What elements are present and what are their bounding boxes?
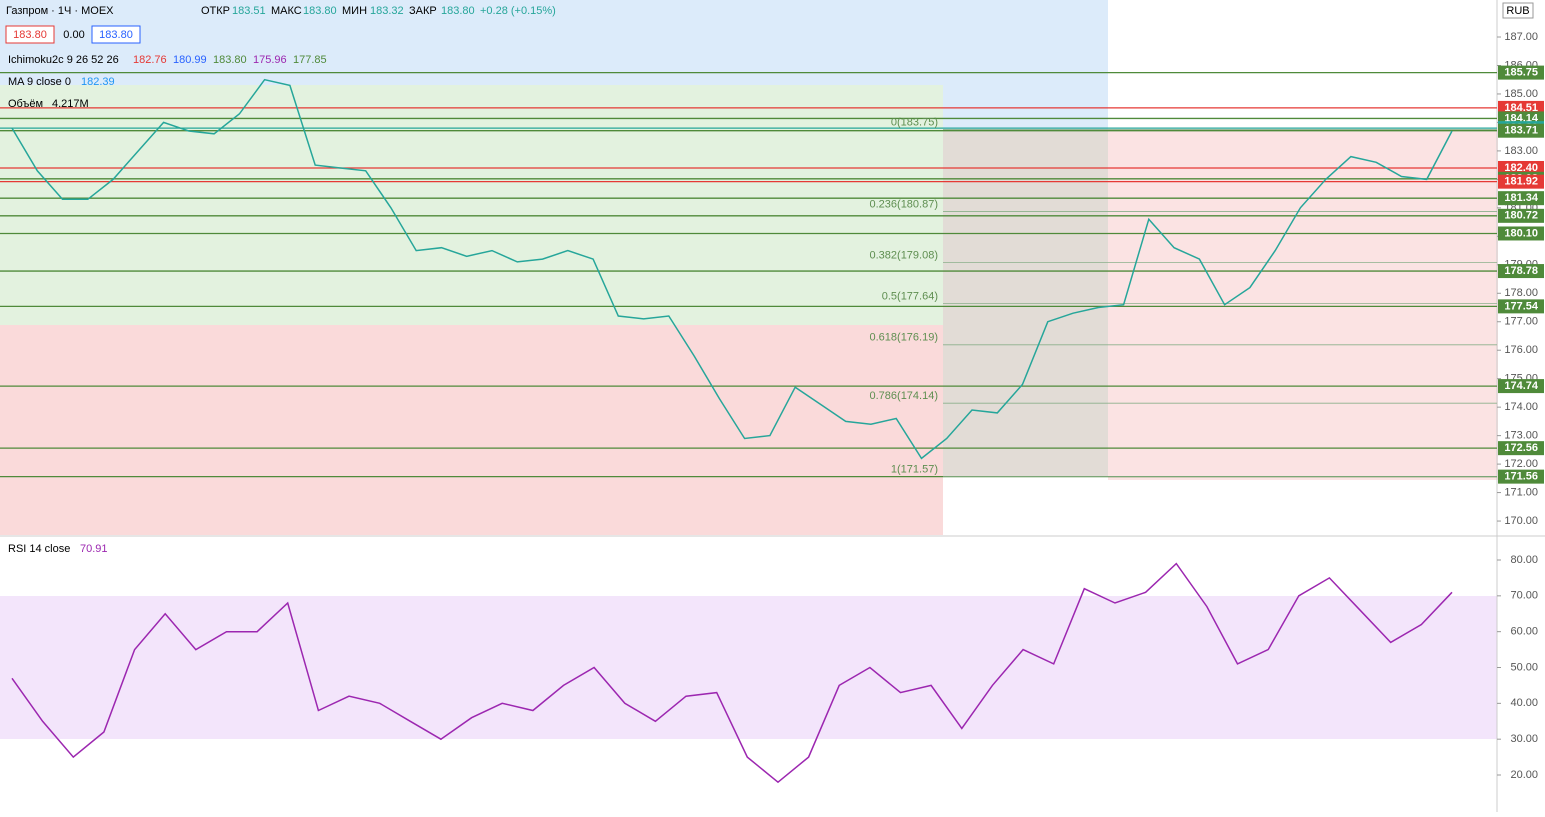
- bid[interactable]: 183.80: [13, 29, 47, 41]
- zone: [0, 85, 943, 325]
- y-tick-label: 172.00: [1504, 458, 1538, 470]
- y-tick-label: 187.00: [1504, 31, 1538, 43]
- level-label: 174.74: [1504, 380, 1539, 392]
- y-tick-label: 170.00: [1504, 515, 1538, 527]
- fib-label: 0(183.75): [891, 116, 938, 128]
- level-label: 181.34: [1504, 192, 1539, 204]
- fib-label: 0.618(176.19): [870, 332, 939, 344]
- y-tick-label: 60.00: [1510, 626, 1538, 638]
- level-label: 184.51: [1504, 102, 1538, 114]
- level-label: 181.92: [1504, 176, 1538, 188]
- indicator-value: 182.39: [81, 76, 115, 88]
- fib-label: 0.382(179.08): [870, 249, 939, 261]
- rsi-band: [0, 596, 1497, 739]
- level-label: 177.54: [1504, 300, 1539, 312]
- y-tick-label: 40.00: [1510, 697, 1538, 709]
- y-tick-label: 176.00: [1504, 344, 1538, 356]
- ask-box[interactable]: [91, 25, 141, 44]
- change: +0.28 (+0.15%): [480, 5, 556, 17]
- y-tick-label: 70.00: [1510, 590, 1538, 602]
- y-tick-label: 80.00: [1510, 554, 1538, 566]
- level-label: 171.56: [1504, 471, 1538, 483]
- fib-label: 0.5(177.64): [882, 290, 938, 302]
- indicator-name: RSI 14 close: [8, 543, 70, 555]
- level-label: 180.72: [1504, 210, 1538, 222]
- indicator-value: 70.91: [80, 543, 108, 555]
- line-series: [11, 562, 1453, 784]
- indicator-value: 177.85: [293, 54, 327, 66]
- ohlc-value: 183.51: [232, 5, 266, 17]
- level-label: 172.56: [1504, 442, 1538, 454]
- y-tick-label: 183.00: [1504, 145, 1538, 157]
- ohlc-key: МИН: [342, 5, 367, 17]
- level-badge: [1498, 441, 1544, 456]
- level-label: 183.71: [1504, 125, 1538, 137]
- ohlc-key: ЗАКР: [409, 5, 437, 17]
- currency-box[interactable]: [1502, 2, 1534, 19]
- indicator-value: 175.96: [253, 54, 287, 66]
- fib-label: 0.236(180.87): [870, 198, 939, 210]
- indicator-value: 180.99: [173, 54, 207, 66]
- y-tick-label: 178.00: [1504, 287, 1538, 299]
- symbol: Газпром · 1Ч · MOEX: [6, 5, 114, 17]
- y-tick-label: 185.00: [1504, 88, 1538, 100]
- ohlc-key: ОТКР: [201, 5, 230, 17]
- indicator-value: 182.76: [133, 54, 167, 66]
- level-badge: [1498, 160, 1544, 175]
- fib-label: 0.786(174.14): [870, 390, 939, 402]
- y-tick-label: 20.00: [1510, 769, 1538, 781]
- ohlc-key: МАКС: [271, 5, 302, 17]
- level-badge: [1498, 469, 1544, 484]
- indicator-name: MA 9 close 0: [8, 76, 71, 88]
- line-series: [11, 78, 1453, 460]
- level-badge: [1498, 65, 1544, 80]
- ohlc-value: 183.80: [441, 5, 475, 17]
- fib-label: 1(171.57): [891, 463, 938, 475]
- y-tick-label: 50.00: [1510, 661, 1538, 673]
- currency[interactable]: RUB: [1506, 5, 1529, 17]
- y-tick-label: 177.00: [1504, 316, 1538, 328]
- bid-box[interactable]: [5, 25, 55, 44]
- level-badge: [1498, 226, 1544, 241]
- ohlc-value: 183.80: [303, 5, 337, 17]
- level-badge: [1498, 264, 1544, 279]
- ohlc-value: 183.32: [370, 5, 404, 17]
- spread: 0.00: [63, 29, 84, 41]
- level-badge: [1498, 123, 1544, 138]
- indicator-name: Объём: [8, 98, 43, 110]
- indicator-name: Ichimoku2c 9 26 52 26: [8, 54, 119, 66]
- zone: [0, 325, 943, 535]
- indicator-value: 183.80: [213, 54, 247, 66]
- level-label: 180.10: [1504, 227, 1538, 239]
- level-badge: [1498, 174, 1544, 189]
- zone: [1108, 130, 1498, 480]
- ask[interactable]: 183.80: [99, 29, 133, 41]
- indicator-value: 4.217M: [52, 98, 89, 110]
- level-label: 185.75: [1504, 67, 1538, 79]
- level-badge: [1498, 191, 1544, 206]
- y-tick-label: 173.00: [1504, 430, 1538, 442]
- y-tick-label: 174.00: [1504, 401, 1538, 413]
- y-tick-label: 30.00: [1510, 733, 1538, 745]
- level-badge: [1498, 379, 1544, 394]
- level-badge: [1498, 208, 1544, 223]
- level-badge: [1498, 299, 1544, 314]
- level-label: 178.78: [1504, 265, 1538, 277]
- level-label: 182.40: [1504, 162, 1538, 174]
- level-badge: [1498, 100, 1544, 115]
- y-tick-label: 171.00: [1504, 486, 1538, 498]
